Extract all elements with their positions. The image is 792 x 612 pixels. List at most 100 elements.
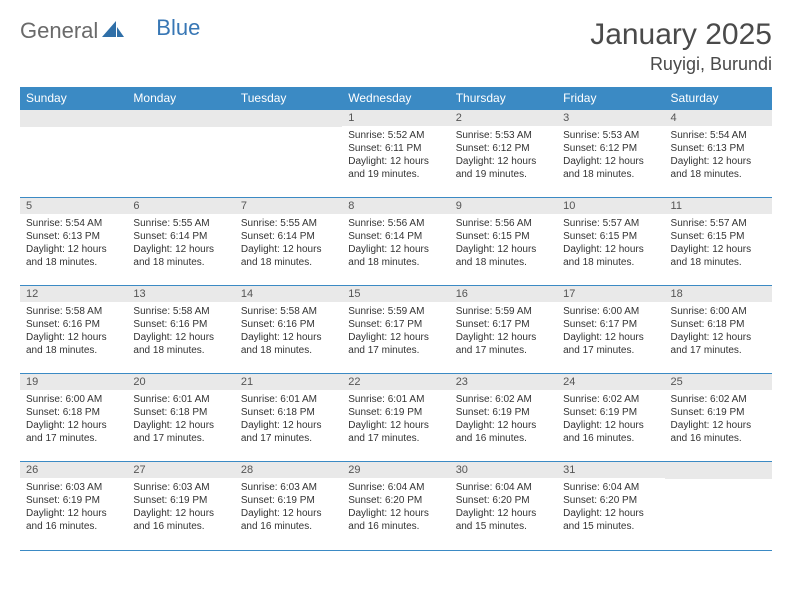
daylight-text: Daylight: 12 hours and 17 minutes. xyxy=(456,331,551,357)
day-number: 8 xyxy=(342,198,449,214)
day-header: Monday xyxy=(127,87,234,110)
sunset-text: Sunset: 6:13 PM xyxy=(26,230,121,243)
sunset-text: Sunset: 6:16 PM xyxy=(241,318,336,331)
day-number: 11 xyxy=(665,198,772,214)
day-number: 31 xyxy=(557,462,664,478)
sunset-text: Sunset: 6:18 PM xyxy=(26,406,121,419)
day-details: Sunrise: 5:53 AMSunset: 6:12 PMDaylight:… xyxy=(450,126,557,184)
daylight-text: Daylight: 12 hours and 18 minutes. xyxy=(133,331,228,357)
daylight-text: Daylight: 12 hours and 16 minutes. xyxy=(348,507,443,533)
day-details: Sunrise: 5:55 AMSunset: 6:14 PMDaylight:… xyxy=(127,214,234,272)
calendar-day-cell: 2Sunrise: 5:53 AMSunset: 6:12 PMDaylight… xyxy=(450,110,557,198)
page-subtitle: Ruyigi, Burundi xyxy=(590,54,772,75)
daylight-text: Daylight: 12 hours and 17 minutes. xyxy=(241,419,336,445)
daylight-text: Daylight: 12 hours and 18 minutes. xyxy=(456,243,551,269)
day-details: Sunrise: 6:03 AMSunset: 6:19 PMDaylight:… xyxy=(20,478,127,536)
day-number: 1 xyxy=(342,110,449,126)
sunset-text: Sunset: 6:14 PM xyxy=(133,230,228,243)
day-number: 15 xyxy=(342,286,449,302)
sunrise-text: Sunrise: 6:01 AM xyxy=(133,393,228,406)
day-details: Sunrise: 5:59 AMSunset: 6:17 PMDaylight:… xyxy=(450,302,557,360)
calendar-day-cell: 19Sunrise: 6:00 AMSunset: 6:18 PMDayligh… xyxy=(20,374,127,462)
sunset-text: Sunset: 6:20 PM xyxy=(348,494,443,507)
sunrise-text: Sunrise: 5:59 AM xyxy=(456,305,551,318)
sunrise-text: Sunrise: 5:57 AM xyxy=(671,217,766,230)
calendar-week-row: 12Sunrise: 5:58 AMSunset: 6:16 PMDayligh… xyxy=(20,286,772,374)
day-details: Sunrise: 6:00 AMSunset: 6:18 PMDaylight:… xyxy=(20,390,127,448)
day-number: 4 xyxy=(665,110,772,126)
sunset-text: Sunset: 6:17 PM xyxy=(456,318,551,331)
daylight-text: Daylight: 12 hours and 18 minutes. xyxy=(133,243,228,269)
day-header: Tuesday xyxy=(235,87,342,110)
calendar-day-cell: 26Sunrise: 6:03 AMSunset: 6:19 PMDayligh… xyxy=(20,462,127,550)
sunrise-text: Sunrise: 5:55 AM xyxy=(133,217,228,230)
day-details: Sunrise: 6:04 AMSunset: 6:20 PMDaylight:… xyxy=(342,478,449,536)
calendar-day-cell: 21Sunrise: 6:01 AMSunset: 6:18 PMDayligh… xyxy=(235,374,342,462)
sunset-text: Sunset: 6:18 PM xyxy=(241,406,336,419)
sunrise-text: Sunrise: 6:00 AM xyxy=(563,305,658,318)
daylight-text: Daylight: 12 hours and 17 minutes. xyxy=(26,419,121,445)
day-number: 17 xyxy=(557,286,664,302)
day-number: 3 xyxy=(557,110,664,126)
day-header: Thursday xyxy=(450,87,557,110)
sunset-text: Sunset: 6:20 PM xyxy=(563,494,658,507)
daylight-text: Daylight: 12 hours and 18 minutes. xyxy=(563,243,658,269)
calendar-day-cell: 25Sunrise: 6:02 AMSunset: 6:19 PMDayligh… xyxy=(665,374,772,462)
day-details: Sunrise: 6:01 AMSunset: 6:18 PMDaylight:… xyxy=(235,390,342,448)
calendar-day-cell xyxy=(127,110,234,198)
sunset-text: Sunset: 6:13 PM xyxy=(671,142,766,155)
day-number: 13 xyxy=(127,286,234,302)
calendar-week-row: 19Sunrise: 6:00 AMSunset: 6:18 PMDayligh… xyxy=(20,374,772,462)
sunrise-text: Sunrise: 5:52 AM xyxy=(348,129,443,142)
day-details: Sunrise: 5:58 AMSunset: 6:16 PMDaylight:… xyxy=(127,302,234,360)
daylight-text: Daylight: 12 hours and 18 minutes. xyxy=(26,243,121,269)
sunset-text: Sunset: 6:17 PM xyxy=(563,318,658,331)
sunrise-text: Sunrise: 5:54 AM xyxy=(26,217,121,230)
day-details: Sunrise: 5:57 AMSunset: 6:15 PMDaylight:… xyxy=(557,214,664,272)
title-block: January 2025 Ruyigi, Burundi xyxy=(590,18,772,75)
sunset-text: Sunset: 6:19 PM xyxy=(241,494,336,507)
calendar-week-row: 26Sunrise: 6:03 AMSunset: 6:19 PMDayligh… xyxy=(20,462,772,550)
calendar-day-cell: 14Sunrise: 5:58 AMSunset: 6:16 PMDayligh… xyxy=(235,286,342,374)
sunrise-text: Sunrise: 6:00 AM xyxy=(26,393,121,406)
page-title: January 2025 xyxy=(590,18,772,52)
day-details: Sunrise: 5:56 AMSunset: 6:15 PMDaylight:… xyxy=(450,214,557,272)
sunrise-text: Sunrise: 6:03 AM xyxy=(241,481,336,494)
daylight-text: Daylight: 12 hours and 17 minutes. xyxy=(348,419,443,445)
day-header: Wednesday xyxy=(342,87,449,110)
sunset-text: Sunset: 6:19 PM xyxy=(456,406,551,419)
sunrise-text: Sunrise: 5:53 AM xyxy=(456,129,551,142)
day-details: Sunrise: 6:03 AMSunset: 6:19 PMDaylight:… xyxy=(235,478,342,536)
sunset-text: Sunset: 6:15 PM xyxy=(671,230,766,243)
sunrise-text: Sunrise: 6:03 AM xyxy=(133,481,228,494)
day-details: Sunrise: 6:01 AMSunset: 6:19 PMDaylight:… xyxy=(342,390,449,448)
day-number: 2 xyxy=(450,110,557,126)
sunset-text: Sunset: 6:18 PM xyxy=(671,318,766,331)
sunrise-text: Sunrise: 5:58 AM xyxy=(133,305,228,318)
sunrise-text: Sunrise: 6:00 AM xyxy=(671,305,766,318)
calendar-day-cell: 13Sunrise: 5:58 AMSunset: 6:16 PMDayligh… xyxy=(127,286,234,374)
sunset-text: Sunset: 6:19 PM xyxy=(348,406,443,419)
sunset-text: Sunset: 6:18 PM xyxy=(133,406,228,419)
calendar-day-cell: 4Sunrise: 5:54 AMSunset: 6:13 PMDaylight… xyxy=(665,110,772,198)
daylight-text: Daylight: 12 hours and 18 minutes. xyxy=(241,243,336,269)
day-details: Sunrise: 5:54 AMSunset: 6:13 PMDaylight:… xyxy=(20,214,127,272)
day-details: Sunrise: 6:04 AMSunset: 6:20 PMDaylight:… xyxy=(450,478,557,536)
day-number: 29 xyxy=(342,462,449,478)
daylight-text: Daylight: 12 hours and 17 minutes. xyxy=(133,419,228,445)
calendar-day-cell: 18Sunrise: 6:00 AMSunset: 6:18 PMDayligh… xyxy=(665,286,772,374)
day-details: Sunrise: 6:04 AMSunset: 6:20 PMDaylight:… xyxy=(557,478,664,536)
day-details: Sunrise: 5:58 AMSunset: 6:16 PMDaylight:… xyxy=(235,302,342,360)
day-details: Sunrise: 5:55 AMSunset: 6:14 PMDaylight:… xyxy=(235,214,342,272)
day-number: 18 xyxy=(665,286,772,302)
sunrise-text: Sunrise: 6:04 AM xyxy=(563,481,658,494)
day-number: 9 xyxy=(450,198,557,214)
day-number: 21 xyxy=(235,374,342,390)
day-number: 6 xyxy=(127,198,234,214)
sunrise-text: Sunrise: 5:56 AM xyxy=(348,217,443,230)
day-details: Sunrise: 5:54 AMSunset: 6:13 PMDaylight:… xyxy=(665,126,772,184)
day-number: 20 xyxy=(127,374,234,390)
daylight-text: Daylight: 12 hours and 18 minutes. xyxy=(348,243,443,269)
calendar-day-cell: 23Sunrise: 6:02 AMSunset: 6:19 PMDayligh… xyxy=(450,374,557,462)
header: General Blue January 2025 Ruyigi, Burund… xyxy=(20,18,772,75)
